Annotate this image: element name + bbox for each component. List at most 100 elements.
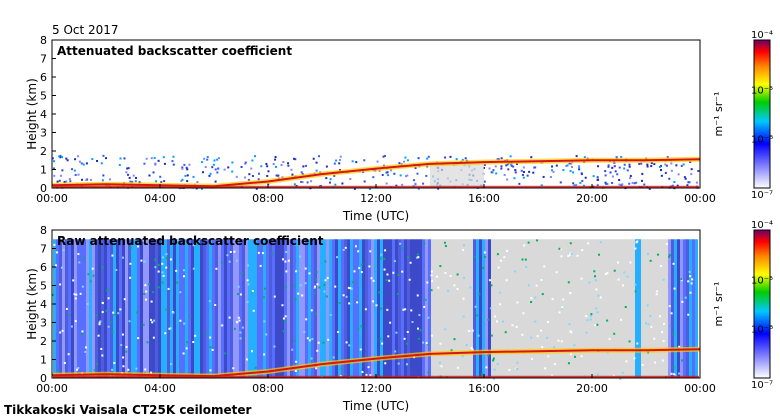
raw-signal-column xyxy=(599,239,602,378)
signal-speckle xyxy=(455,158,458,161)
raw-signal-column xyxy=(332,239,335,378)
signal-speckle xyxy=(425,174,428,177)
noise-speckle xyxy=(543,265,546,268)
signal-speckle xyxy=(514,171,517,174)
noise-speckle xyxy=(569,242,572,245)
noise-speckle xyxy=(95,314,98,317)
noise-speckle xyxy=(423,242,426,245)
noise-speckle xyxy=(112,311,115,314)
noise-speckle xyxy=(409,261,412,264)
signal-speckle xyxy=(181,167,184,170)
raw-signal-column xyxy=(386,239,389,378)
signal-speckle xyxy=(77,173,80,176)
noise-speckle xyxy=(295,270,298,273)
raw-signal-column xyxy=(104,239,107,378)
signal-speckle xyxy=(329,178,332,181)
signal-speckle xyxy=(63,181,66,184)
noise-speckle xyxy=(557,339,560,342)
signal-speckle xyxy=(532,171,535,174)
y-tick-label: 0 xyxy=(40,372,47,385)
noise-speckle xyxy=(662,340,665,343)
signal-speckle xyxy=(575,183,578,186)
signal-speckle xyxy=(217,157,220,160)
signal-speckle xyxy=(578,165,581,168)
noise-speckle xyxy=(465,343,468,346)
noise-speckle xyxy=(360,325,363,328)
noise-speckle xyxy=(427,371,430,374)
noise-speckle xyxy=(383,268,386,271)
raw-signal-column xyxy=(398,239,401,378)
signal-speckle xyxy=(91,158,94,161)
noise-speckle xyxy=(246,300,249,303)
signal-speckle xyxy=(638,162,641,165)
noise-speckle xyxy=(654,361,657,364)
noise-speckle xyxy=(152,336,155,339)
noise-speckle xyxy=(515,325,518,328)
noise-speckle xyxy=(142,323,145,326)
x-axis-label: Time (UTC) xyxy=(342,209,409,223)
noise-speckle xyxy=(562,298,565,301)
raw-signal-column xyxy=(260,239,263,378)
noise-speckle xyxy=(576,254,579,257)
noise-speckle xyxy=(228,260,231,263)
signal-speckle xyxy=(202,171,205,174)
signal-speckle xyxy=(143,162,146,165)
signal-speckle xyxy=(382,155,385,158)
noise-speckle xyxy=(89,280,92,283)
noise-speckle xyxy=(305,318,308,321)
raw-signal-column xyxy=(362,239,365,378)
noise-speckle xyxy=(570,331,573,334)
signal-speckle xyxy=(506,163,509,166)
colorbar-tick-label: 10⁻⁷ xyxy=(751,190,773,201)
signal-speckle xyxy=(578,168,581,171)
noise-speckle xyxy=(680,279,683,282)
raw-signal-column xyxy=(191,239,194,378)
noise-speckle xyxy=(536,335,539,338)
noise-speckle xyxy=(483,251,486,254)
raw-signal-column xyxy=(185,239,188,378)
signal-speckle xyxy=(118,163,121,166)
noise-speckle xyxy=(87,273,90,276)
raw-signal-column xyxy=(329,239,332,378)
noise-speckle xyxy=(633,357,636,360)
noise-speckle xyxy=(386,273,389,276)
noise-speckle xyxy=(589,314,592,317)
noise-speckle xyxy=(678,345,681,348)
noise-speckle xyxy=(229,250,232,253)
noise-speckle xyxy=(161,256,164,259)
noise-speckle xyxy=(55,251,58,254)
noise-speckle xyxy=(423,305,426,308)
signal-speckle xyxy=(293,183,296,186)
signal-speckle xyxy=(497,158,500,161)
signal-speckle xyxy=(414,166,417,169)
noise-speckle xyxy=(342,294,345,297)
noise-speckle xyxy=(662,278,665,281)
raw-signal-column xyxy=(350,239,353,378)
noise-speckle xyxy=(461,355,464,358)
signal-speckle xyxy=(597,178,600,181)
raw-signal-column xyxy=(680,239,683,378)
noise-speckle xyxy=(157,286,160,289)
signal-speckle xyxy=(494,165,497,168)
noise-speckle xyxy=(244,241,247,244)
signal-speckle xyxy=(81,178,84,181)
noise-speckle xyxy=(304,282,307,285)
colorbar-unit-label: m⁻¹ sr⁻¹ xyxy=(712,92,725,137)
noise-speckle xyxy=(239,293,242,296)
signal-speckle xyxy=(349,177,352,180)
noise-speckle xyxy=(689,275,692,278)
signal-speckle xyxy=(528,170,531,173)
signal-speckle xyxy=(633,182,636,185)
raw-signal-column xyxy=(542,239,545,378)
signal-speckle xyxy=(690,173,693,176)
noise-speckle xyxy=(623,271,626,274)
signal-speckle xyxy=(100,162,103,165)
noise-speckle xyxy=(299,284,302,287)
noise-speckle xyxy=(487,354,490,357)
noise-speckle xyxy=(658,315,661,318)
noise-speckle xyxy=(318,286,321,289)
noise-speckle xyxy=(463,244,466,247)
noise-speckle xyxy=(456,366,459,369)
raw-signal-column xyxy=(407,239,410,378)
noise-speckle xyxy=(411,321,414,324)
